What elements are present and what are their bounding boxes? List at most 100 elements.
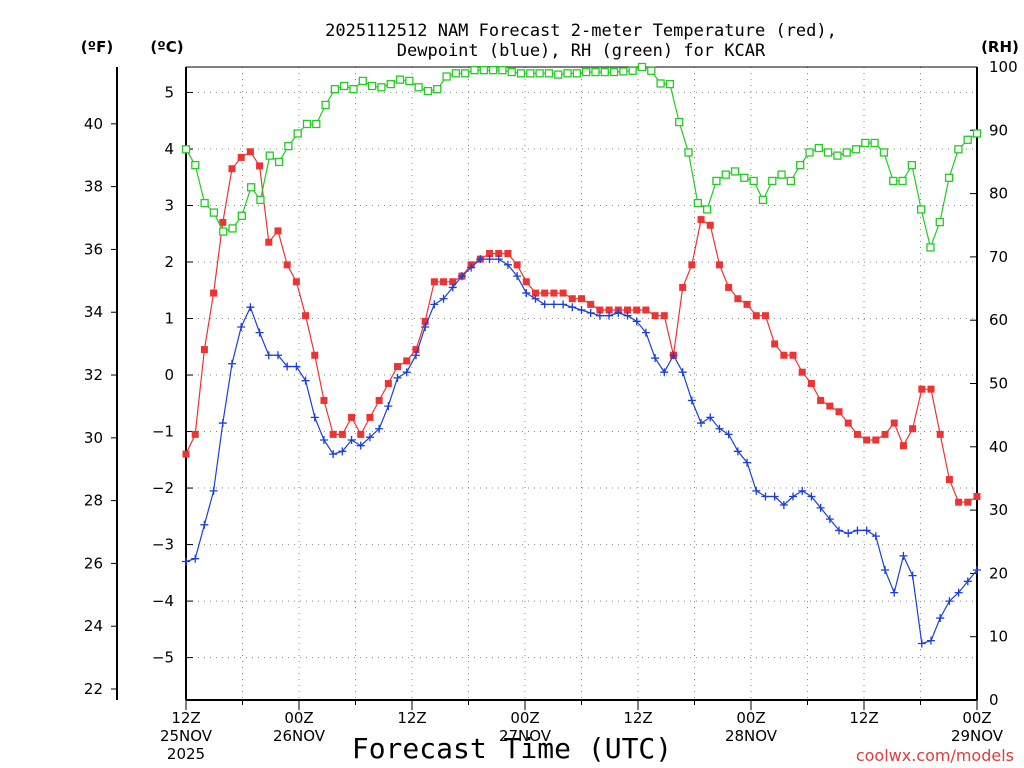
dewpoint-point (485, 255, 494, 264)
dewpoint-point (549, 300, 558, 309)
dewpoint-point (448, 283, 457, 292)
dewpoint-point (402, 368, 411, 377)
temperature-point (449, 278, 457, 286)
dewpoint-point (182, 557, 190, 566)
dewpoint-point (954, 588, 963, 597)
dewpoint-point (577, 306, 586, 315)
temperature-point (853, 430, 861, 438)
x-tick-label: 12Z (397, 709, 426, 727)
temperature-point (182, 450, 190, 458)
temperature-point (228, 165, 236, 173)
rh-point (330, 85, 340, 94)
dewpoint-point (227, 359, 236, 368)
temperature-point (587, 300, 595, 308)
dewpoint-point (706, 413, 715, 422)
rh-point (684, 148, 693, 157)
temperature-point (495, 250, 503, 258)
rh-point (293, 129, 302, 138)
temperature-point (421, 317, 429, 325)
rh-point (209, 208, 219, 217)
rh-tick-label: 80 (989, 185, 1008, 203)
dewpoint-point (807, 492, 816, 501)
dewpoint-point (687, 396, 696, 405)
c-tick-label: 2 (164, 253, 174, 271)
temperature-point (945, 476, 953, 484)
dewpoint-point (476, 255, 485, 264)
dewpoint-point (467, 263, 476, 272)
c-tick-label: 3 (164, 196, 174, 214)
dewpoint-point (623, 311, 632, 320)
temperature-point (899, 442, 907, 450)
rh-point (851, 145, 861, 154)
dewpoint-point (191, 554, 200, 563)
temperature-point (219, 218, 227, 226)
temperature-point (338, 430, 346, 438)
x-tick-label: 12Z (623, 709, 652, 727)
rh-point (228, 224, 237, 233)
x-tick-label: 12Z (171, 709, 200, 727)
rh-point (367, 81, 377, 91)
rh-point (451, 69, 461, 78)
dewpoint-point (393, 373, 402, 382)
temperature-point (743, 300, 751, 308)
rh-point (572, 69, 581, 78)
x-axis-title: Forecast Time (UTC) (352, 732, 672, 765)
rh-tick-label: 100 (989, 58, 1018, 76)
rh-point (488, 66, 498, 75)
rh-point (386, 79, 395, 89)
rh-point (340, 81, 349, 91)
rh-point (926, 243, 935, 252)
temperature-point (430, 278, 438, 286)
temperature-point (909, 425, 917, 433)
f-tick-label: 38 (84, 178, 103, 196)
rh-point (805, 148, 814, 157)
dewpoint-point (237, 322, 246, 331)
dewpoint-point (963, 577, 972, 586)
dewpoint-point (255, 328, 264, 337)
temperature-point (596, 306, 604, 314)
rh-axis: 0 10 20 30 40 50 60 70 80 90 100 (970, 58, 1018, 709)
f-tick-label: 32 (84, 366, 103, 384)
rh-point (609, 67, 619, 77)
c-tick-label: 4 (164, 140, 174, 158)
temperature-point (292, 278, 300, 286)
axes (185, 66, 978, 701)
rh-point (702, 205, 712, 214)
rh-unit-label: (RH) (981, 38, 1019, 56)
dewpoint-point (835, 526, 844, 535)
rh-point (405, 76, 414, 86)
dewpoint-point (540, 300, 549, 309)
temperature-point (964, 498, 972, 506)
rh-point (665, 79, 675, 89)
dewpoint-point (973, 566, 981, 575)
temperature-point (237, 153, 245, 161)
temperature-line (185, 150, 978, 503)
rh-tick-label: 0 (989, 691, 999, 709)
dewpoint-point (908, 571, 917, 580)
c-tick-label: 5 (164, 83, 174, 101)
rh-point (479, 66, 488, 75)
temperature-point (706, 221, 714, 229)
rh-point (358, 76, 367, 86)
dewpoint-point (384, 402, 393, 411)
dewpoint-point (614, 308, 623, 317)
fahrenheit-axis: 22 24 26 28 30 32 34 36 38 40 (84, 67, 118, 700)
temperature-point (863, 436, 871, 444)
f-tick-label: 22 (84, 680, 103, 698)
dewpoint-point (531, 294, 540, 303)
rh-tick-label: 30 (989, 501, 1008, 519)
x-tick-date: 29NOV (951, 727, 1004, 745)
temperature-point (302, 312, 310, 320)
dewpoint-point (200, 520, 209, 529)
rh-point (312, 119, 321, 129)
dewpoint-point (641, 328, 650, 337)
temperature-point (955, 498, 963, 506)
x-tick-year: 2025 (167, 745, 205, 763)
dewpoint-point (825, 515, 834, 524)
rh-point (954, 145, 963, 154)
rh-point (181, 145, 191, 154)
f-tick-label: 26 (84, 554, 103, 572)
temperature-point (679, 283, 687, 291)
rh-point (470, 66, 479, 75)
c-tick-label: 1 (164, 310, 174, 328)
